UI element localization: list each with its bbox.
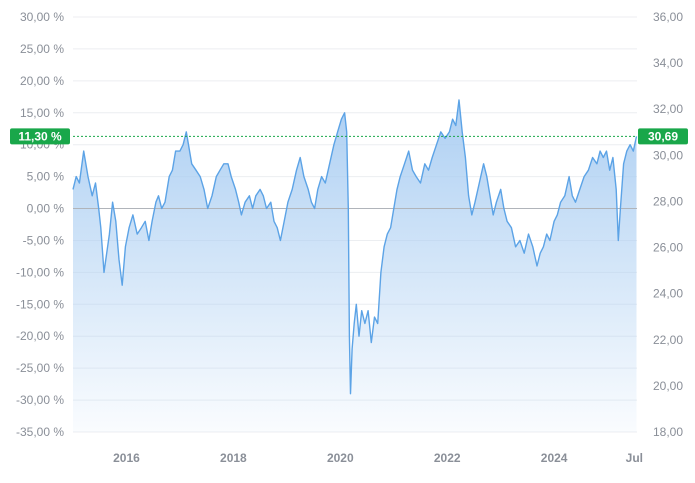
x-tick-label: 2024	[541, 451, 568, 465]
left-tick-label: -35,00 %	[16, 425, 64, 439]
left-tick-label: 15,00 %	[20, 106, 64, 120]
left-tick-label: 25,00 %	[20, 42, 64, 56]
left-tick-label: -5,00 %	[23, 233, 65, 247]
current-badge-right-label: 30,69	[648, 129, 678, 143]
current-badge-right-box	[638, 128, 688, 145]
series-line	[72, 99, 638, 395]
right-tick-label: 28,00	[653, 194, 683, 208]
x-tick-label: 2018	[220, 451, 247, 465]
x-tick-label: Jul	[626, 451, 643, 465]
left-tick-label: 20,00 %	[20, 74, 64, 88]
right-tick-label: 34,00	[653, 56, 683, 70]
x-tick-label: 2016	[113, 451, 140, 465]
right-tick-label: 22,00	[653, 333, 683, 347]
x-tick-label: 2022	[434, 451, 461, 465]
x-tick-label: 2020	[327, 451, 354, 465]
series-area	[73, 100, 637, 432]
left-axis: 30,00 %25,00 %20,00 %15,00 %10,00 %5,00 …	[16, 10, 64, 439]
current-badge-right: 30,69	[638, 128, 688, 145]
current-badge-left: 11,30 %	[10, 128, 70, 145]
current-badge-left-label: 11,30 %	[18, 129, 62, 143]
left-tick-label: 30,00 %	[20, 10, 64, 24]
left-tick-label: -20,00 %	[16, 329, 64, 343]
right-tick-label: 18,00	[653, 425, 683, 439]
left-tick-label: -10,00 %	[16, 265, 64, 279]
right-tick-label: 26,00	[653, 241, 683, 255]
current-badge-left-box	[10, 128, 70, 145]
right-tick-label: 20,00	[653, 379, 683, 393]
left-tick-label: 5,00 %	[27, 170, 65, 184]
right-tick-label: 36,00	[653, 10, 683, 24]
left-tick-label: -15,00 %	[16, 297, 64, 311]
left-tick-label: -25,00 %	[16, 361, 64, 375]
left-tick-label: -30,00 %	[16, 393, 64, 407]
left-tick-label: 0,00 %	[27, 202, 65, 216]
right-tick-label: 30,00	[653, 148, 683, 162]
right-axis: 36,00 34,00 32,00 30,00 28,00 26,00 24,00 22,00…	[653, 10, 683, 439]
right-tick-label: 32,00	[653, 102, 683, 116]
right-tick-label: 24,00	[653, 287, 683, 301]
x-axis: 2016 2018 2020 2022 2024 Jul	[113, 451, 643, 465]
